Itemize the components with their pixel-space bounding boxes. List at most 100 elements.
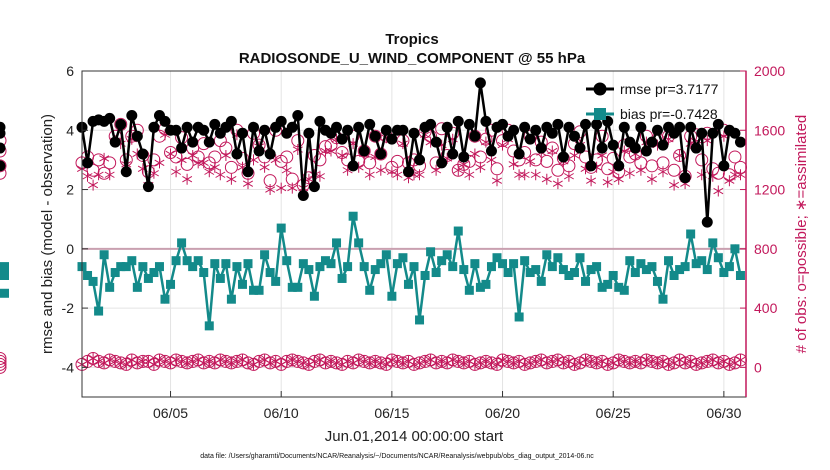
bias-point-10 [132, 282, 142, 292]
assimilated-obs-low-point-27 [226, 357, 237, 369]
rmse-point-91 [580, 118, 592, 130]
x-tick-label-0: 06/05 [153, 405, 188, 421]
assimilated-obs-point-107 [669, 179, 680, 191]
bias-point-57 [392, 259, 402, 269]
rmse-point-12 [142, 181, 154, 193]
rmse-point-90 [574, 142, 586, 154]
bias-point-80 [520, 256, 530, 266]
bias-point-22 [199, 268, 209, 278]
possible-obs-low-point-120 [0, 351, 7, 365]
possible-obs-point-84 [540, 154, 554, 168]
y-right-tick-label-3: 1200 [754, 182, 785, 198]
rmse-point-43 [314, 115, 326, 127]
possible-obs-point-120 [0, 166, 7, 180]
assimilated-obs-point-76 [497, 139, 508, 151]
assimilated-obs-low-point-3 [93, 355, 104, 367]
bias-point-111 [691, 259, 701, 269]
rmse-point-15 [159, 115, 171, 127]
rmse-point-28 [231, 148, 243, 160]
assimilated-obs-low-point-77 [503, 355, 514, 367]
assimilated-obs-low-point-84 [541, 357, 552, 369]
possible-obs-point-123 [0, 159, 7, 173]
bias-point-16 [166, 279, 176, 289]
rmse-point-11 [137, 148, 149, 160]
x-tick-label-4: 06/25 [596, 405, 631, 421]
bias-point-30 [243, 259, 253, 269]
rmse-point-34 [264, 148, 276, 160]
bias-point-36 [276, 223, 286, 233]
bias-point-7 [116, 262, 126, 272]
bias-point-8 [121, 262, 131, 272]
assimilated-obs-low-point-111 [691, 358, 702, 370]
rmse-point-100 [629, 142, 641, 154]
assimilated-obs-low-point-50 [353, 354, 364, 366]
y-right-tick-label-0: 0 [754, 359, 762, 375]
rmse-point-41 [303, 127, 315, 139]
assimilated-obs-point-99 [624, 167, 635, 179]
assimilated-obs-low-point-93 [591, 357, 602, 369]
rmse-point-31 [248, 121, 260, 133]
assimilated-obs-low-point-97 [613, 354, 624, 366]
x-ticks: 06/05 06/10 06/15 06/20 06/25 06/30 [153, 391, 742, 421]
assimilated-obs-low-point-42 [309, 355, 320, 367]
rmse-point-59 [402, 166, 414, 178]
rmse-point-97 [613, 160, 625, 172]
bias-point-50 [354, 238, 364, 248]
bias-point-4 [99, 250, 109, 260]
bias-point-55 [381, 250, 391, 260]
assimilated-obs-point-103 [646, 173, 657, 185]
rmse-point-113 [701, 216, 713, 228]
rmse-point-51 [358, 145, 370, 157]
assimilated-obs-point-84 [541, 173, 552, 185]
assimilated-obs-point-52 [364, 169, 375, 181]
assimilated-obs-low-point-46 [331, 357, 342, 369]
y-left-tick-label-3: 2 [66, 182, 74, 198]
bias-point-104 [652, 276, 662, 286]
rmse-point-33 [259, 124, 271, 136]
assimilated-obs-low-point-73 [480, 355, 491, 367]
rmse-point-108 [674, 121, 686, 133]
bias-point-82 [531, 265, 541, 275]
assimilated-obs-point-16 [165, 148, 176, 160]
bias-point-19 [182, 256, 192, 266]
rmse-point-74 [485, 145, 497, 157]
assimilated-obs-low-point-99 [624, 357, 635, 369]
bias-point-108 [675, 265, 685, 275]
possible-obs-point-27 [224, 160, 238, 174]
bias-point-76 [498, 259, 508, 269]
rmse-point-86 [552, 118, 564, 130]
bias-point-13 [149, 268, 159, 278]
bias-point-74 [486, 262, 496, 272]
assimilated-obs-low-point-18 [176, 355, 187, 367]
bias-point-100 [630, 268, 640, 278]
bias-point-9 [127, 256, 137, 266]
assimilated-obs-low-point-25 [215, 354, 226, 366]
bias-point-89 [569, 268, 579, 278]
bias-point-43 [315, 262, 325, 272]
assimilated-obs-point-22 [198, 157, 209, 169]
plot-area [82, 71, 746, 397]
assimilated-obs-point-117 [724, 175, 735, 187]
bias-point-95 [603, 279, 613, 289]
assimilated-obs-low-point-5 [104, 354, 115, 366]
assimilated-obs-point-54 [375, 164, 386, 176]
assimilated-obs-low-point-56 [386, 354, 397, 366]
assimilated-obs-point-97 [613, 173, 624, 185]
assimilated-obs-low-point-109 [680, 357, 691, 369]
rmse-point-88 [563, 121, 575, 133]
assimilated-obs-low-point-85 [547, 355, 558, 367]
rmse-point-46 [331, 121, 343, 133]
bias-point-18 [177, 238, 187, 248]
rmse-point-93 [591, 118, 603, 130]
bias-point-58 [398, 253, 408, 263]
assimilated-obs-point-45 [325, 145, 337, 157]
bias-point-77 [503, 268, 513, 278]
assimilated-obs-point-47 [337, 150, 348, 161]
bias-point-33 [260, 250, 270, 260]
rmse-point-40 [297, 189, 309, 201]
rmse-point-7 [115, 118, 127, 130]
bias-point-63 [426, 247, 436, 257]
assimilated-obs-low-point-62 [420, 355, 431, 367]
rmse-point-5 [104, 112, 116, 124]
rmse-point-122 [0, 127, 6, 139]
